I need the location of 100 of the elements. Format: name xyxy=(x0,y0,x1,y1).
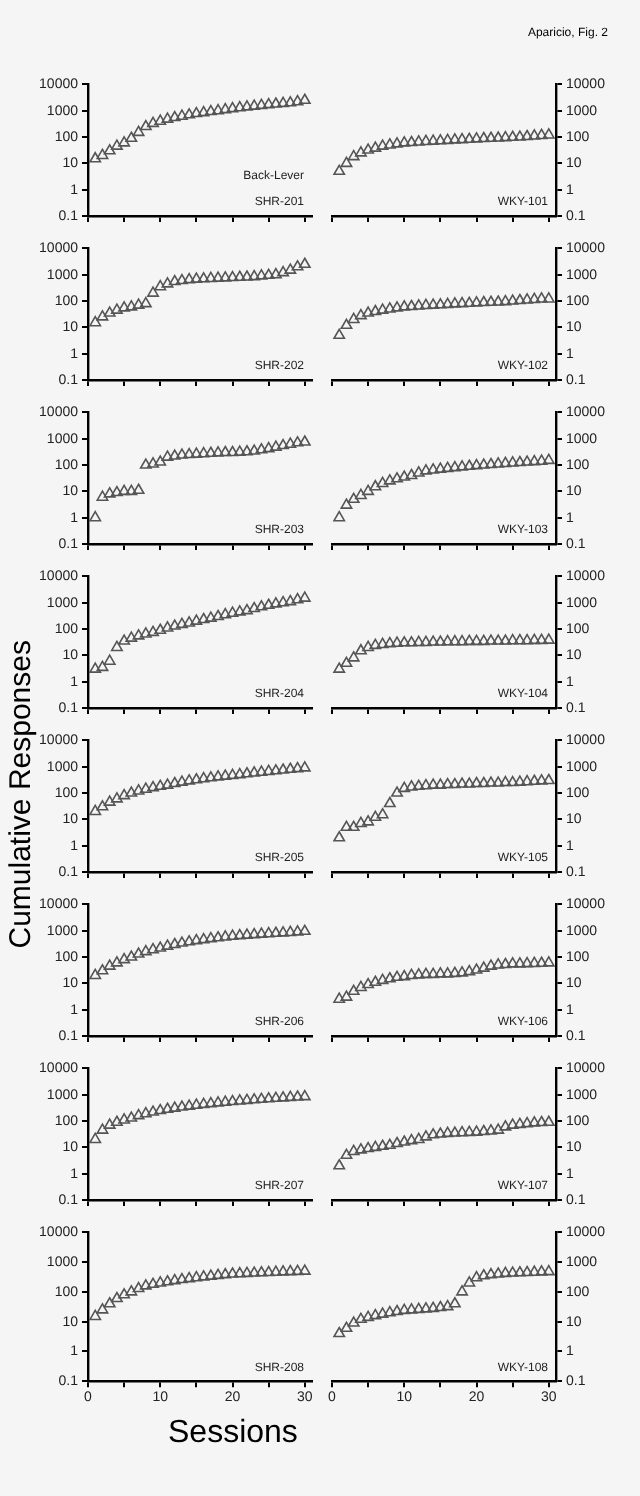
point xyxy=(168,110,181,122)
point xyxy=(477,961,490,972)
point xyxy=(427,635,440,646)
point xyxy=(291,925,304,936)
point xyxy=(427,1128,440,1139)
point xyxy=(269,1091,282,1103)
point xyxy=(405,968,418,980)
point xyxy=(103,959,116,970)
point xyxy=(175,617,188,629)
point xyxy=(125,484,138,496)
point xyxy=(255,1265,268,1277)
x-axis-title: Sessions xyxy=(168,1416,298,1452)
point xyxy=(419,134,432,146)
point xyxy=(513,775,526,786)
point xyxy=(383,971,396,983)
point xyxy=(139,296,152,308)
point xyxy=(506,957,519,968)
point xyxy=(405,1303,418,1314)
point xyxy=(391,1136,404,1148)
point xyxy=(463,132,476,144)
point xyxy=(89,662,102,673)
point xyxy=(190,1098,203,1109)
point xyxy=(147,625,160,637)
point xyxy=(340,318,353,330)
point xyxy=(103,654,116,665)
point xyxy=(391,301,404,312)
point xyxy=(376,1139,389,1151)
point xyxy=(139,782,152,793)
point xyxy=(118,1113,131,1124)
point xyxy=(168,449,181,460)
point xyxy=(434,967,447,978)
point xyxy=(492,1123,505,1134)
point xyxy=(412,1132,425,1144)
point xyxy=(340,656,353,668)
point xyxy=(255,765,268,776)
point xyxy=(269,97,282,108)
point xyxy=(542,773,555,785)
point xyxy=(535,1265,548,1276)
point xyxy=(269,764,282,775)
point xyxy=(125,786,138,797)
point xyxy=(204,271,217,283)
point xyxy=(118,952,131,964)
point xyxy=(477,295,490,307)
point xyxy=(269,926,282,938)
point xyxy=(233,270,246,282)
point xyxy=(132,125,145,137)
point xyxy=(506,130,519,142)
point xyxy=(226,768,239,780)
point xyxy=(398,781,411,793)
point xyxy=(212,271,225,282)
point xyxy=(470,1125,483,1136)
point xyxy=(347,984,360,996)
point xyxy=(118,136,131,147)
point xyxy=(89,151,102,163)
y-axis-title: Cumulative Responses xyxy=(4,640,38,949)
point xyxy=(470,296,483,307)
point xyxy=(132,1108,145,1120)
point xyxy=(477,458,490,469)
point xyxy=(96,1123,109,1134)
point xyxy=(255,269,268,280)
point xyxy=(434,1300,447,1312)
point xyxy=(535,292,548,303)
point xyxy=(369,638,382,650)
point xyxy=(233,767,246,779)
point xyxy=(362,484,375,496)
point xyxy=(132,784,145,795)
point xyxy=(168,937,181,949)
point xyxy=(183,272,196,284)
point xyxy=(168,776,181,788)
point xyxy=(161,939,174,950)
point xyxy=(528,956,541,968)
point xyxy=(226,606,239,617)
point xyxy=(103,795,116,806)
point xyxy=(298,1089,311,1101)
point xyxy=(398,470,411,481)
point xyxy=(463,1276,476,1287)
point xyxy=(154,623,167,635)
point xyxy=(226,1267,239,1278)
point xyxy=(499,957,512,969)
point xyxy=(376,1307,389,1318)
point xyxy=(391,1304,404,1316)
point xyxy=(298,761,311,772)
point xyxy=(139,627,152,638)
point xyxy=(154,455,167,466)
point xyxy=(103,306,116,317)
point xyxy=(521,1265,534,1277)
point xyxy=(412,466,425,477)
point xyxy=(233,1266,246,1278)
point xyxy=(419,635,432,647)
point xyxy=(233,100,246,112)
point xyxy=(277,1265,290,1276)
point xyxy=(183,1099,196,1110)
point xyxy=(298,435,311,446)
point xyxy=(161,1102,174,1114)
point xyxy=(499,294,512,306)
point xyxy=(240,928,253,939)
point xyxy=(513,633,526,645)
point xyxy=(427,298,440,309)
point xyxy=(212,1268,225,1280)
point xyxy=(419,464,432,475)
